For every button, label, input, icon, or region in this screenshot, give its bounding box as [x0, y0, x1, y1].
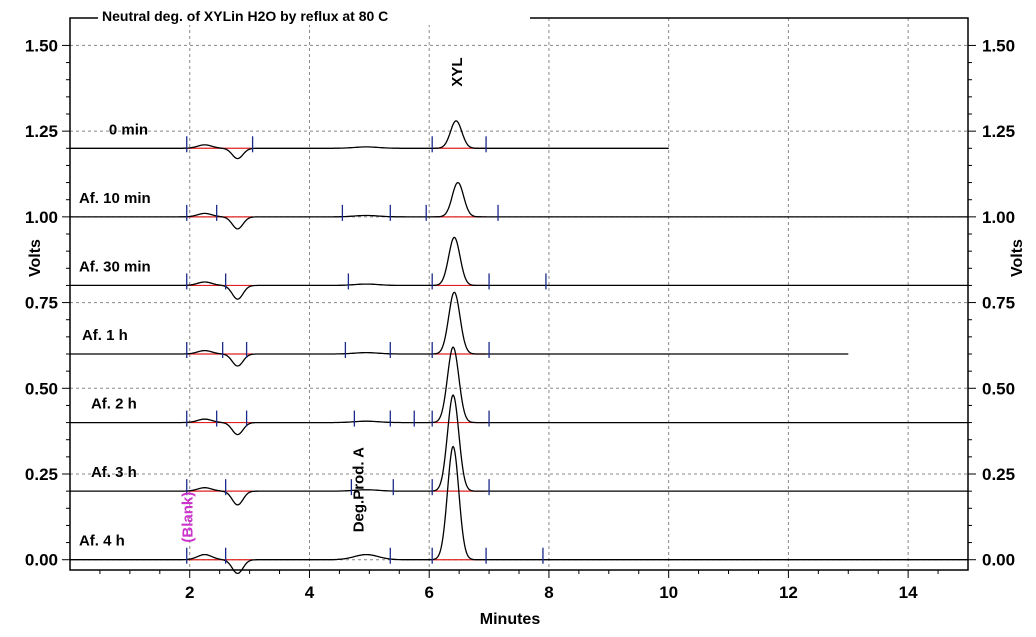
chart-title-group: Neutral deg. of XYLin H2O by reflux at 8… — [98, 7, 530, 25]
x-tick-label: 6 — [424, 583, 433, 602]
y-tick-label-left: 1.00 — [25, 208, 58, 227]
chromatogram-trace — [70, 291, 849, 367]
y-tick-label-right: 1.25 — [982, 122, 1015, 141]
chart-title: Neutral deg. of XYLin H2O by reflux at 8… — [102, 8, 388, 24]
chromatogram-trace — [70, 236, 968, 300]
x-tick-label: 10 — [659, 583, 678, 602]
x-tick-label: 12 — [779, 583, 798, 602]
y-tick-label-right: 0.25 — [982, 465, 1015, 484]
axes-layer: 2 4 6 8 10 12 14 0.00 0.00 0.25 0.25 0.50 0.50 0.75 0.… — [25, 17, 1015, 602]
trace-label: Af. 1 h — [82, 327, 128, 344]
trace-label: 0 min — [109, 121, 148, 138]
y-tick-label-left: 1.25 — [25, 122, 58, 141]
x-tick-label: 2 — [185, 583, 194, 602]
peak-annotation: XYL — [449, 57, 466, 86]
y-tick-label-left: 0.25 — [25, 465, 58, 484]
x-axis-title: Minutes — [480, 611, 541, 628]
x-tick-label: 4 — [305, 583, 315, 602]
y-tick-label-right: 1.50 — [982, 36, 1015, 55]
y-tick-label-right: 0.50 — [982, 379, 1015, 398]
x-tick-label: 8 — [544, 583, 553, 602]
chromatogram-trace — [70, 445, 968, 575]
trace-label: Af. 3 h — [91, 464, 137, 481]
y-tick-label-left: 0.00 — [25, 551, 58, 570]
chromatogram-trace — [70, 120, 669, 160]
y-tick-label-left: 1.50 — [25, 36, 58, 55]
chromatogram-trace — [70, 346, 968, 436]
y-tick-label-right: 0.00 — [982, 551, 1015, 570]
y-tick-label-left: 0.50 — [25, 379, 58, 398]
trace-label: Af. 4 h — [79, 533, 125, 550]
x-tick-label: 14 — [899, 583, 918, 602]
trace-label: Af. 10 min — [79, 190, 151, 207]
chromatogram-trace — [70, 181, 968, 230]
chromatogram-trace — [70, 394, 968, 506]
peak-annotation: (Blank) — [180, 492, 197, 543]
y-axis-title-right: Volts — [1009, 239, 1026, 277]
trace-label: Af. 30 min — [79, 258, 151, 275]
title-background — [98, 7, 530, 25]
trace-label: Af. 2 h — [91, 396, 137, 413]
y-axis-title-left: Volts — [27, 239, 44, 277]
y-tick-label-right: 0.75 — [982, 294, 1015, 313]
y-tick-label-right: 1.00 — [982, 208, 1015, 227]
y-tick-label-left: 0.75 — [25, 294, 58, 313]
grid-layer — [70, 18, 968, 570]
peak-annotation: Deg.Prod. A — [350, 447, 367, 532]
labels-layer: 0 min Af. 10 min Af. 30 min Af. 1 h Af. 2 h A… — [79, 57, 466, 549]
traces-layer — [70, 120, 968, 575]
